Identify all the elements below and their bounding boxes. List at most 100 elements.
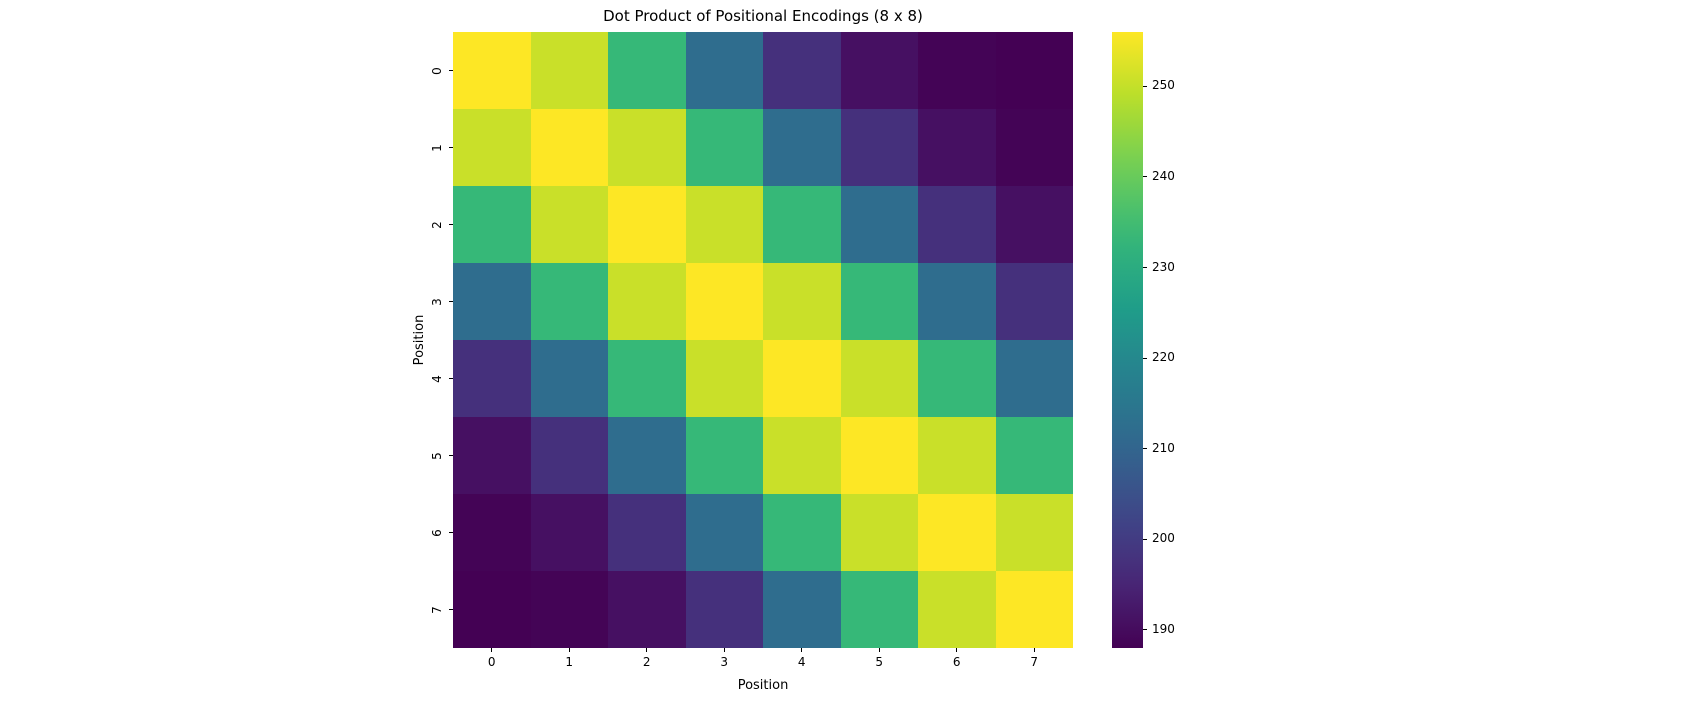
- heatmap-cell: [685, 32, 763, 109]
- colorbar-tick-label: 240: [1152, 168, 1175, 183]
- x-tick-label: 0: [487, 655, 496, 669]
- heatmap-cell: [763, 417, 841, 494]
- heatmap-cell: [763, 109, 841, 186]
- tick-mark: [1143, 357, 1147, 359]
- heatmap-cell: [763, 571, 841, 648]
- heatmap-cell: [530, 109, 608, 186]
- tick-mark: [956, 648, 958, 652]
- heatmap-cell: [685, 186, 763, 263]
- heatmap-cell: [530, 263, 608, 340]
- tick-mark: [449, 609, 453, 610]
- tick-mark: [449, 301, 453, 302]
- tick-mark: [449, 147, 453, 148]
- colorbar: [1112, 32, 1143, 648]
- heatmap-cell: [608, 32, 686, 109]
- tick-mark: [1143, 85, 1147, 87]
- heatmap-cell: [453, 32, 531, 109]
- heatmap-cell: [453, 340, 531, 417]
- heatmap-cell: [840, 263, 918, 340]
- x-tick-label: 4: [797, 655, 806, 669]
- tick-mark: [449, 532, 453, 533]
- heatmap-cell: [840, 340, 918, 417]
- tick-mark: [449, 378, 453, 379]
- heatmap-cell: [995, 340, 1073, 417]
- heatmap-cell: [995, 417, 1073, 494]
- tick-mark: [1143, 176, 1147, 178]
- y-tick-label: 3: [430, 297, 444, 306]
- heatmap-cell: [453, 571, 531, 648]
- heatmap-cell: [453, 494, 531, 571]
- y-tick-label: 7: [430, 605, 444, 614]
- heatmap-cell: [995, 571, 1073, 648]
- tick-mark: [1033, 648, 1035, 652]
- y-axis-label: Position: [412, 314, 427, 366]
- tick-mark: [491, 648, 493, 652]
- heatmap-cell: [530, 571, 608, 648]
- y-tick-label: 0: [430, 66, 444, 75]
- heatmap-cell: [453, 109, 531, 186]
- heatmap-cell: [530, 417, 608, 494]
- heatmap-grid: [453, 32, 1073, 648]
- x-tick-label: 7: [1030, 655, 1039, 669]
- heatmap-cell: [763, 494, 841, 571]
- y-tick-label: 1: [430, 143, 444, 152]
- tick-mark: [1143, 267, 1147, 269]
- tick-mark: [449, 455, 453, 456]
- tick-mark: [878, 648, 880, 652]
- colorbar-tick-label: 250: [1152, 78, 1175, 93]
- x-tick-label: 3: [720, 655, 729, 669]
- heatmap-cell: [608, 263, 686, 340]
- heatmap-cell: [840, 186, 918, 263]
- tick-mark: [723, 648, 725, 652]
- heatmap-cell: [918, 186, 996, 263]
- tick-mark: [568, 648, 570, 652]
- heatmap-cell: [608, 186, 686, 263]
- tick-mark: [449, 224, 453, 225]
- heatmap-cell: [530, 340, 608, 417]
- colorbar-tick-label: 230: [1152, 259, 1175, 274]
- x-tick-label: 5: [875, 655, 884, 669]
- heatmap-cell: [685, 340, 763, 417]
- heatmap-cell: [918, 494, 996, 571]
- heatmap-cell: [685, 571, 763, 648]
- heatmap-cell: [840, 494, 918, 571]
- y-tick-label: 2: [430, 220, 444, 229]
- heatmap-cell: [840, 417, 918, 494]
- heatmap-cell: [995, 186, 1073, 263]
- heatmap-cell: [918, 417, 996, 494]
- heatmap-cell: [763, 186, 841, 263]
- y-tick-label: 4: [430, 374, 444, 383]
- heatmap-cell: [918, 340, 996, 417]
- heatmap-cell: [918, 32, 996, 109]
- heatmap-cell: [530, 494, 608, 571]
- chart-title: Dot Product of Positional Encodings (8 x…: [603, 7, 923, 25]
- heatmap-cell: [608, 340, 686, 417]
- heatmap-cell: [995, 109, 1073, 186]
- colorbar-tick-label: 220: [1152, 350, 1175, 365]
- heatmap-cell: [918, 263, 996, 340]
- heatmap-cell: [608, 571, 686, 648]
- y-tick-label: 6: [430, 528, 444, 537]
- heatmap-cell: [918, 571, 996, 648]
- x-tick-label: 6: [952, 655, 961, 669]
- colorbar-tick-label: 210: [1152, 440, 1175, 455]
- heatmap-cell: [763, 263, 841, 340]
- heatmap-cell: [685, 109, 763, 186]
- heatmap-cell: [530, 32, 608, 109]
- tick-mark: [646, 648, 648, 652]
- heatmap-cell: [918, 109, 996, 186]
- tick-mark: [1143, 629, 1147, 631]
- heatmap-cell: [763, 340, 841, 417]
- heatmap-cell: [840, 32, 918, 109]
- tick-mark: [449, 70, 453, 71]
- colorbar-tick-label: 200: [1152, 531, 1175, 546]
- x-axis-label: Position: [737, 678, 789, 693]
- heatmap-cell: [685, 263, 763, 340]
- tick-mark: [801, 648, 803, 652]
- heatmap-cell: [608, 417, 686, 494]
- heatmap-cell: [840, 109, 918, 186]
- heatmap-cell: [608, 494, 686, 571]
- heatmap-cell: [453, 417, 531, 494]
- colorbar-tick-label: 190: [1152, 621, 1175, 636]
- heatmap-cell: [530, 186, 608, 263]
